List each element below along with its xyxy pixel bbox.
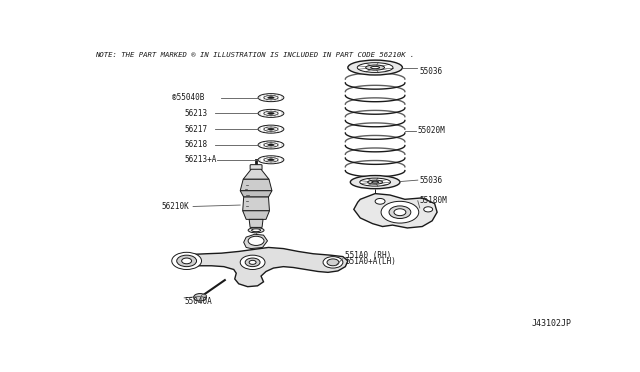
Text: 55036: 55036	[420, 67, 443, 76]
Circle shape	[424, 207, 433, 212]
Text: 56213: 56213	[184, 109, 207, 118]
Polygon shape	[243, 169, 269, 179]
Text: 55036: 55036	[420, 176, 443, 185]
Ellipse shape	[258, 94, 284, 102]
Ellipse shape	[258, 125, 284, 133]
Text: 551A0+A(LH): 551A0+A(LH)	[346, 257, 396, 266]
Circle shape	[389, 206, 411, 218]
Text: 56210K: 56210K	[162, 202, 189, 211]
Ellipse shape	[268, 144, 274, 146]
Polygon shape	[354, 193, 437, 228]
Text: 56218: 56218	[184, 140, 207, 150]
Polygon shape	[178, 247, 348, 287]
Text: 55040A: 55040A	[184, 296, 212, 305]
Ellipse shape	[268, 128, 274, 130]
Text: 55180M: 55180M	[420, 196, 447, 205]
Text: 55020M: 55020M	[417, 126, 445, 135]
Circle shape	[245, 258, 260, 267]
Text: 56217: 56217	[184, 125, 207, 134]
Ellipse shape	[268, 97, 274, 99]
Ellipse shape	[350, 176, 400, 189]
Circle shape	[375, 198, 385, 204]
Text: ®55040B: ®55040B	[172, 93, 204, 102]
Polygon shape	[243, 211, 269, 219]
Polygon shape	[243, 197, 269, 211]
Ellipse shape	[268, 112, 274, 114]
FancyBboxPatch shape	[250, 165, 262, 170]
Polygon shape	[249, 219, 263, 227]
Ellipse shape	[348, 60, 403, 75]
Ellipse shape	[258, 109, 284, 118]
Text: 551A0 (RH): 551A0 (RH)	[346, 251, 392, 260]
Circle shape	[172, 252, 202, 269]
Ellipse shape	[372, 181, 379, 183]
Ellipse shape	[268, 159, 274, 161]
Circle shape	[323, 257, 343, 268]
Ellipse shape	[258, 156, 284, 164]
Polygon shape	[240, 191, 272, 197]
Polygon shape	[244, 234, 268, 248]
Ellipse shape	[367, 180, 383, 184]
Text: NOTE: THE PART MARKED ® IN ILLUSTRATION IS INCLUDED IN PART CODE 56210K .: NOTE: THE PART MARKED ® IN ILLUSTRATION …	[95, 52, 414, 58]
Circle shape	[202, 294, 207, 297]
Text: 56213+A: 56213+A	[184, 155, 216, 164]
Ellipse shape	[360, 178, 390, 186]
Circle shape	[193, 294, 207, 301]
Circle shape	[240, 255, 265, 269]
Circle shape	[394, 209, 406, 216]
Circle shape	[182, 258, 191, 264]
Circle shape	[249, 260, 256, 264]
Circle shape	[381, 201, 419, 223]
Ellipse shape	[248, 228, 264, 233]
Polygon shape	[240, 179, 272, 191]
Circle shape	[177, 255, 196, 267]
Circle shape	[327, 259, 339, 266]
Ellipse shape	[365, 65, 385, 70]
Ellipse shape	[371, 67, 380, 69]
Circle shape	[248, 236, 264, 246]
Text: J43102JP: J43102JP	[531, 319, 571, 328]
Ellipse shape	[258, 141, 284, 149]
Ellipse shape	[252, 229, 260, 232]
Ellipse shape	[357, 63, 393, 73]
